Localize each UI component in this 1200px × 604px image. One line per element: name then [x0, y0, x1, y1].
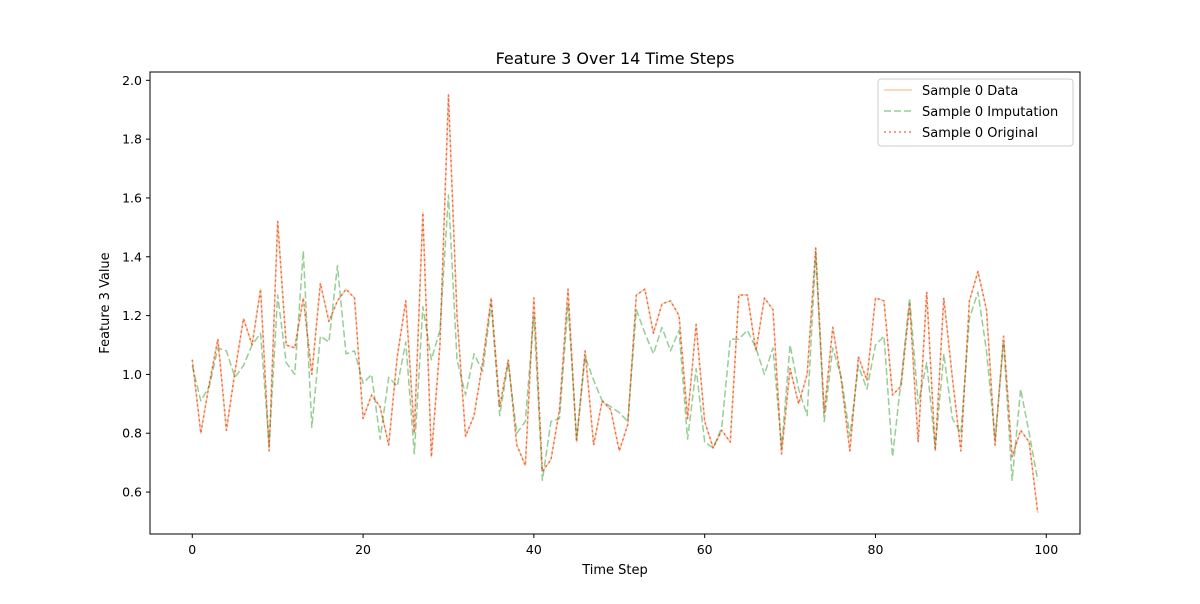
chart-title: Feature 3 Over 14 Time Steps: [496, 49, 735, 68]
x-tick-label: 80: [868, 542, 884, 557]
x-tick-label: 100: [1034, 542, 1058, 557]
x-tick-label: 40: [526, 542, 542, 557]
y-tick-label: 2.0: [122, 73, 142, 88]
plot-frame: [149, 71, 1081, 535]
y-tick-label: 0.8: [122, 426, 142, 441]
x-tick-label: 60: [697, 542, 713, 557]
y-tick-label: 1.2: [122, 308, 142, 323]
x-tick-label: 0: [188, 542, 196, 557]
x-axis-ticks: 0 20 40 60 80 100: [188, 534, 1058, 557]
x-tick-label: 20: [355, 542, 371, 557]
y-axis-label: Feature 3 Value: [98, 252, 113, 353]
series-line-data: [191, 94, 1039, 513]
legend-label-original: Sample 0 Original: [922, 126, 1038, 141]
series-layer: [191, 94, 1039, 513]
y-axis-ticks: 0.6 0.8 1.0 1.2 1.4 1.6 1.8 2.0: [122, 73, 150, 500]
legend-box: [877, 78, 1074, 147]
y-tick-label: 0.6: [122, 485, 142, 500]
legend: Sample 0 Data Sample 0 Imputation Sample…: [877, 78, 1074, 147]
series-line-imputation: [191, 194, 1039, 482]
legend-label-imputation: Sample 0 Imputation: [922, 105, 1058, 120]
y-tick-label: 1.0: [122, 367, 142, 382]
legend-label-data: Sample 0 Data: [922, 84, 1018, 99]
y-tick-label: 1.4: [122, 249, 142, 264]
x-axis-label: Time Step: [581, 563, 648, 578]
y-tick-label: 1.8: [122, 132, 142, 147]
series-line-original: [191, 94, 1039, 513]
y-tick-label: 1.6: [122, 190, 142, 205]
